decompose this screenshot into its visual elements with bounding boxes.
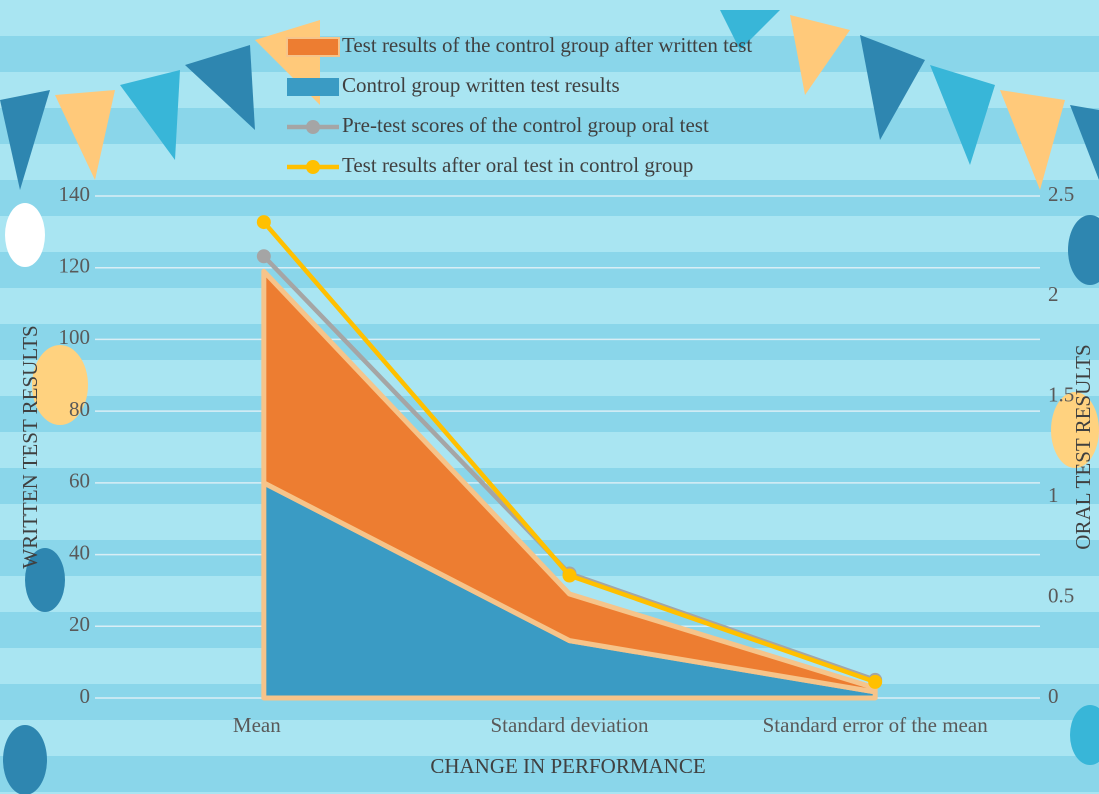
y2-tick-label: 1.5 bbox=[1048, 383, 1074, 407]
y2-axis-title: ORAL TEST RESULTS bbox=[1071, 344, 1095, 549]
marker bbox=[868, 674, 883, 689]
y2-tick-label: 0 bbox=[1048, 684, 1059, 708]
y-tick-label: 120 bbox=[59, 254, 91, 278]
legend-label: Test results of the control group after … bbox=[342, 33, 752, 57]
y-tick-label: 60 bbox=[69, 469, 90, 493]
legend-swatch bbox=[286, 37, 340, 57]
marker bbox=[256, 249, 271, 264]
y-tick-label: 40 bbox=[69, 540, 90, 564]
legend-label: Test results after oral test in control … bbox=[342, 153, 693, 177]
legend-swatch bbox=[287, 78, 339, 96]
area bbox=[261, 268, 878, 695]
y-tick-label: 100 bbox=[59, 325, 91, 349]
y-tick-label: 20 bbox=[69, 612, 90, 636]
legend-label: Pre-test scores of the control group ora… bbox=[342, 113, 709, 137]
y2-tick-label: 1 bbox=[1048, 483, 1059, 507]
y2-tick-label: 2 bbox=[1048, 282, 1059, 306]
marker bbox=[256, 215, 271, 230]
y-tick-label: 140 bbox=[59, 182, 91, 206]
x-axis-title: CHANGE IN PERFORMANCE bbox=[430, 754, 705, 778]
x-tick-label: Standard error of the mean bbox=[763, 713, 989, 737]
y2-tick-label: 2.5 bbox=[1048, 182, 1074, 206]
x-tick-label: Mean bbox=[233, 713, 281, 737]
legend-swatch bbox=[306, 120, 320, 134]
legend-label: Control group written test results bbox=[342, 73, 620, 97]
x-tick-label: Standard deviation bbox=[490, 713, 649, 737]
decoration bbox=[0, 10, 1099, 794]
y-tick-label: 0 bbox=[80, 684, 91, 708]
y-axis-title: WRITTEN TEST RESULTS bbox=[18, 325, 42, 568]
legend-swatch bbox=[306, 160, 320, 174]
y-tick-label: 80 bbox=[69, 397, 90, 421]
marker bbox=[562, 568, 577, 583]
y2-tick-label: 0.5 bbox=[1048, 583, 1074, 607]
